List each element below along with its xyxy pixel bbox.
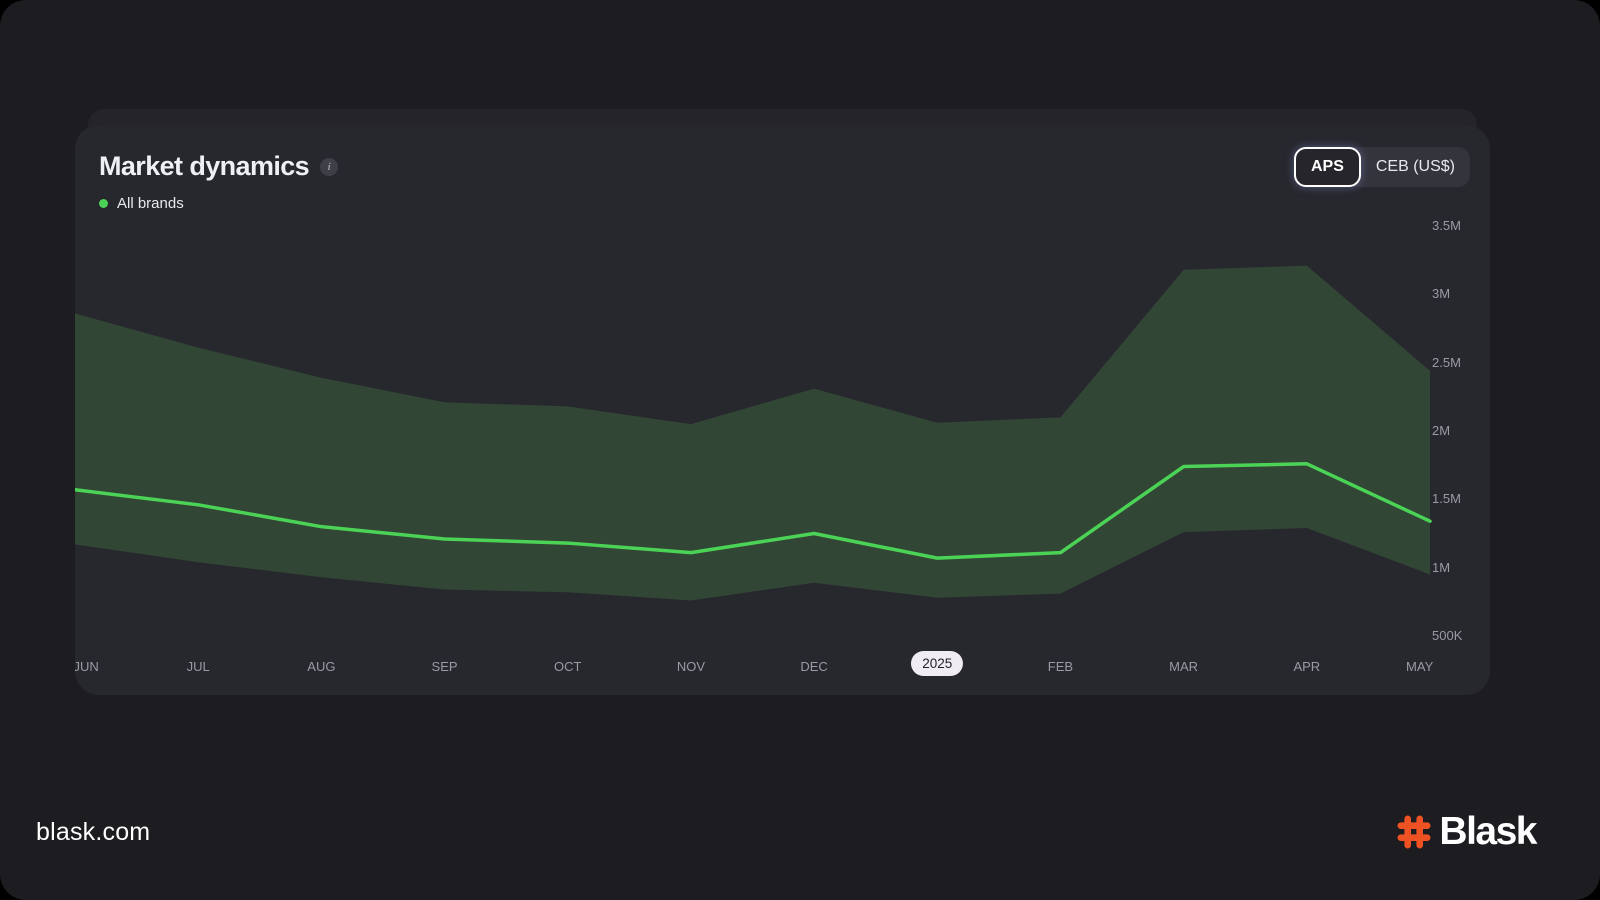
chart-band [75,265,1430,601]
x-axis-label: NOV [676,659,705,674]
x-axis-label: FEB [1047,659,1074,674]
legend-item[interactable]: All brands [99,195,338,212]
y-axis-label: 1.5M [1432,491,1461,507]
footer-site-link[interactable]: blask.com [36,818,151,846]
x-axis-label: JUN [75,659,99,674]
y-axis: 3.5M 3M 2.5M 2M 1.5M 1M 500K [1432,125,1490,695]
y-axis-label: 3.5M [1432,218,1461,233]
x-axis-label: APR [1293,659,1321,674]
x-axis-label: JUL [186,659,210,674]
x-axis-label: MAY [1406,659,1434,674]
market-dynamics-chart[interactable] [75,125,1490,695]
y-axis-label: 500K [1432,628,1463,643]
toggle-option-aps[interactable]: APS [1293,147,1361,187]
chart-line [75,462,1432,560]
x-axis: JUN JUL AUG SEP OCT NOV DEC 2025 FEB MAR APR MAY [75,651,1434,685]
page-title: Market dynamics [99,151,310,181]
blask-logo-text: Blask [1439,810,1537,853]
blask-hash-icon [1397,815,1431,849]
card-header: Market dynamics i All brands [99,151,339,212]
x-axis-label: AUG [307,659,336,674]
y-axis-label: 2.5M [1432,354,1461,370]
market-dynamics-card: Market dynamics i All brands APS CEB (US… [75,125,1490,695]
blask-logo[interactable]: Blask [1396,810,1537,854]
info-icon[interactable]: i [320,157,339,176]
toggle-option-ceb[interactable]: CEB (US$) [1361,147,1470,187]
y-axis-label: 1M [1432,559,1451,575]
x-axis-label: OCT [553,659,582,674]
x-axis-label: DEC [800,659,828,674]
legend-dot-icon [99,199,108,208]
legend-label: All brands [117,195,184,212]
x-axis-label: SEP [431,659,458,674]
x-axis-label-highlighted: 2025 [911,651,964,676]
unit-toggle: APS CEB (US$) [1293,147,1470,187]
y-axis-label: 3M [1432,286,1451,302]
y-axis-label: 2M [1432,423,1451,438]
x-axis-label: MAR [1169,659,1199,674]
